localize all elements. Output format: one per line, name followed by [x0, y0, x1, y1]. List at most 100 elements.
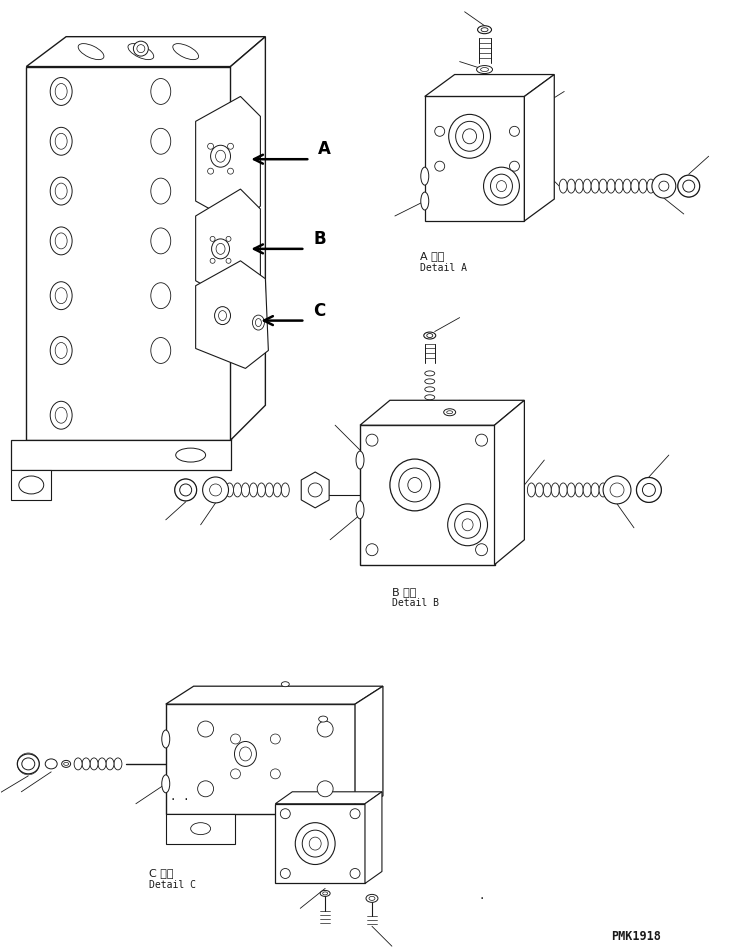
Ellipse shape [483, 167, 519, 205]
Ellipse shape [583, 180, 591, 193]
Circle shape [198, 721, 214, 737]
Ellipse shape [162, 730, 170, 748]
Circle shape [281, 868, 290, 879]
Ellipse shape [425, 395, 434, 400]
Ellipse shape [639, 180, 647, 193]
Ellipse shape [151, 128, 171, 154]
Polygon shape [276, 791, 382, 804]
Polygon shape [165, 704, 355, 814]
Ellipse shape [408, 478, 422, 492]
Ellipse shape [426, 333, 433, 337]
Polygon shape [26, 37, 265, 66]
Text: C: C [313, 302, 325, 319]
Ellipse shape [176, 448, 206, 462]
Circle shape [475, 543, 488, 556]
Ellipse shape [323, 892, 327, 895]
Circle shape [208, 168, 214, 174]
Ellipse shape [216, 150, 225, 162]
Text: Detail B: Detail B [392, 598, 439, 609]
Ellipse shape [281, 682, 289, 687]
Ellipse shape [678, 175, 700, 197]
Ellipse shape [448, 504, 488, 545]
Ellipse shape [599, 180, 607, 193]
Text: A 詳細: A 詳細 [420, 251, 444, 261]
Ellipse shape [63, 763, 69, 766]
Ellipse shape [320, 890, 330, 897]
Circle shape [226, 258, 231, 263]
Circle shape [603, 476, 631, 504]
Ellipse shape [211, 238, 230, 258]
Ellipse shape [425, 379, 434, 384]
Ellipse shape [463, 129, 477, 143]
Circle shape [510, 126, 519, 136]
Ellipse shape [19, 476, 44, 494]
Ellipse shape [623, 180, 631, 193]
Circle shape [270, 769, 281, 779]
Text: ·  ·: · · [171, 792, 188, 807]
Ellipse shape [50, 177, 72, 205]
Ellipse shape [477, 26, 491, 33]
Polygon shape [355, 686, 383, 814]
Ellipse shape [265, 483, 273, 497]
Circle shape [475, 434, 488, 446]
Ellipse shape [45, 759, 57, 769]
Circle shape [208, 143, 214, 149]
Circle shape [350, 808, 360, 819]
Ellipse shape [615, 180, 623, 193]
Circle shape [281, 808, 290, 819]
Ellipse shape [636, 478, 661, 503]
Ellipse shape [303, 830, 328, 857]
Ellipse shape [543, 483, 551, 497]
Ellipse shape [462, 519, 473, 531]
Circle shape [434, 162, 445, 171]
Ellipse shape [82, 758, 90, 770]
Ellipse shape [567, 483, 575, 497]
Ellipse shape [281, 483, 289, 497]
Ellipse shape [55, 408, 67, 423]
Circle shape [210, 237, 215, 241]
Ellipse shape [249, 483, 257, 497]
Circle shape [610, 483, 624, 497]
Ellipse shape [257, 483, 265, 497]
Ellipse shape [425, 387, 434, 391]
Polygon shape [230, 37, 265, 440]
Ellipse shape [496, 180, 507, 192]
Ellipse shape [162, 775, 170, 793]
Ellipse shape [491, 174, 512, 198]
Ellipse shape [151, 337, 171, 364]
Ellipse shape [551, 483, 559, 497]
Ellipse shape [55, 288, 67, 304]
Polygon shape [425, 74, 554, 97]
Ellipse shape [567, 180, 575, 193]
Text: Detail C: Detail C [149, 881, 196, 890]
Ellipse shape [55, 343, 67, 358]
Ellipse shape [591, 483, 599, 497]
Ellipse shape [22, 758, 35, 770]
Ellipse shape [241, 483, 249, 497]
Ellipse shape [74, 758, 82, 770]
Ellipse shape [55, 84, 67, 100]
Ellipse shape [151, 228, 171, 254]
Ellipse shape [106, 758, 114, 770]
Ellipse shape [647, 180, 655, 193]
Circle shape [230, 734, 241, 744]
Circle shape [510, 162, 519, 171]
Polygon shape [12, 440, 230, 470]
Ellipse shape [424, 332, 436, 339]
Polygon shape [360, 426, 494, 564]
Circle shape [203, 477, 228, 503]
Text: B: B [313, 230, 326, 248]
Ellipse shape [151, 283, 171, 309]
Ellipse shape [683, 180, 695, 192]
Ellipse shape [255, 318, 262, 327]
Circle shape [317, 721, 333, 737]
Ellipse shape [599, 483, 607, 497]
Ellipse shape [448, 114, 491, 159]
Circle shape [210, 258, 215, 263]
Ellipse shape [456, 122, 483, 151]
Ellipse shape [137, 45, 145, 52]
Text: PMK1918: PMK1918 [611, 930, 661, 943]
Circle shape [659, 181, 668, 191]
Ellipse shape [424, 414, 436, 420]
Ellipse shape [480, 67, 488, 71]
